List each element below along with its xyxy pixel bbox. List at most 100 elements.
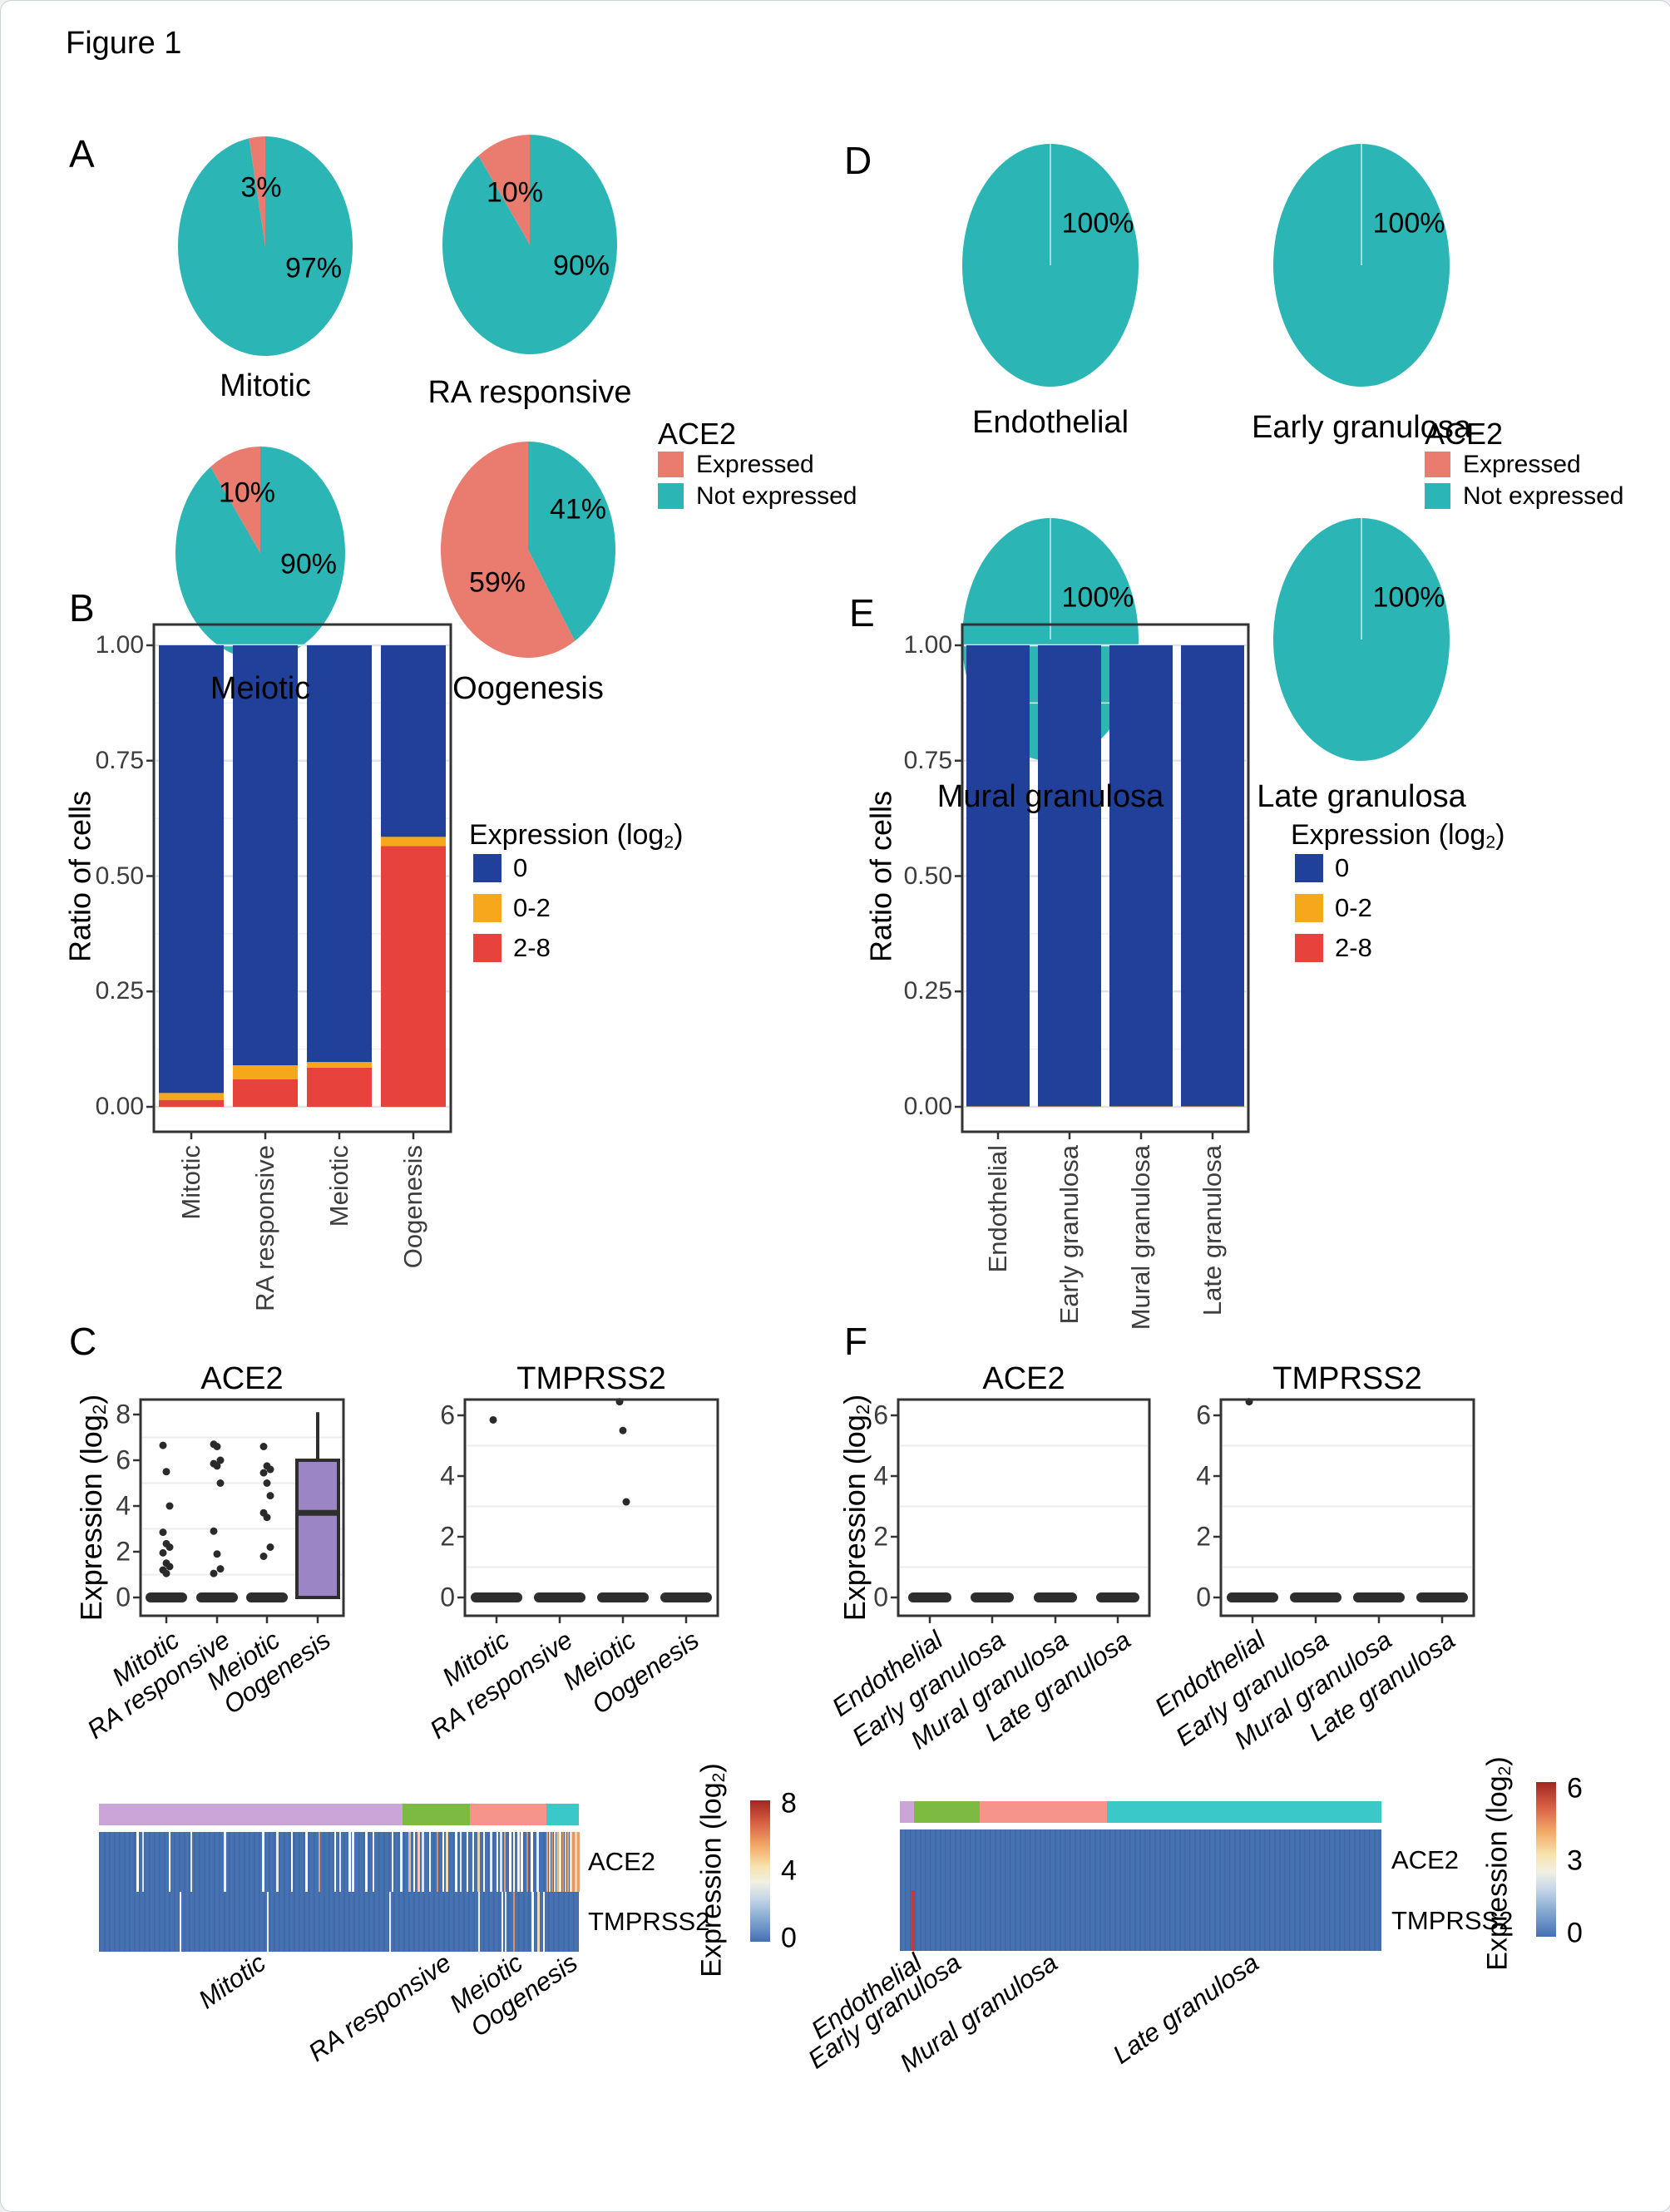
plot-border-E — [961, 623, 1250, 1133]
heatmap-cell-streak — [551, 1832, 554, 1892]
bar-E-endothelial-seg-0 — [966, 645, 1030, 1107]
legend-swatch-not-expressed — [658, 483, 684, 509]
y-tick-label: 0 — [873, 1582, 888, 1612]
heatmap-cell-streak — [542, 1892, 546, 1952]
heatmap-cell-streak — [446, 1832, 448, 1892]
heatmap-cell-streak — [477, 1892, 481, 1952]
pie-A1-slice-expressed — [478, 135, 530, 244]
pie-A2-slice-expressed — [210, 447, 260, 553]
pie-name-label: Early granulosa — [1251, 410, 1472, 445]
colorbar-tick-label: 0 — [781, 1922, 797, 1954]
colorbar-tick-label: 6 — [1567, 1772, 1583, 1805]
pie-name-label: Meiotic — [210, 671, 311, 706]
heatmap-cell-streak — [466, 1832, 469, 1892]
pie-percent-label: 3% — [240, 171, 282, 204]
pie-legend-title: ACE2 — [658, 417, 737, 451]
bar-B-ra-responsive-seg-0 — [233, 645, 298, 1066]
outlier-point — [216, 1565, 225, 1573]
colorbar-tick-label: 4 — [781, 1854, 797, 1887]
bar-legend-title-B-prefix: Expression (log — [469, 819, 665, 851]
pie-percent-label: 10% — [486, 176, 544, 209]
y-axis-title-C-subscript: 2 — [89, 1404, 111, 1415]
heatmap-cell-streak — [496, 1832, 499, 1892]
x-category-label: Early granulosa — [1055, 1145, 1084, 1325]
heatmap-row-tmprss2 — [99, 1892, 579, 1952]
heatmap-cell-streak — [531, 1832, 533, 1892]
pie-percent-label: 90% — [279, 548, 338, 580]
legend-item-label: Not expressed — [1463, 481, 1624, 510]
heatmap-cell-streak — [179, 1892, 182, 1952]
outlier-point — [210, 1569, 218, 1578]
x-category-label: Mitotic — [176, 1145, 205, 1220]
bar-legend-title-E-prefix: Expression (log — [1291, 819, 1486, 851]
legend-swatch-0-2 — [473, 894, 501, 922]
zero-expression-bar — [1416, 1592, 1468, 1602]
pie-A3-slice-expressed — [441, 442, 576, 658]
heatmap-cell-streak — [422, 1832, 424, 1892]
y-tick-label: 8 — [116, 1399, 131, 1429]
outlier-point — [489, 1415, 497, 1424]
heatmap-row-ace2 — [900, 1829, 1381, 1890]
panel-label-F: F — [844, 1320, 868, 1363]
outlier-point — [166, 1502, 174, 1510]
bar-B-meiotic-seg-0 — [307, 645, 372, 1063]
bar-B-oogenesis-seg-2-8 — [381, 846, 446, 1107]
figure-title: Figure 1 — [66, 26, 182, 61]
heatmap-cell-streak — [418, 1832, 420, 1892]
bar-legend-title-E-suffix: ) — [1495, 819, 1505, 851]
colorbar-title-FH-suffix: ) — [1481, 1756, 1514, 1766]
pie-percent-label: 100% — [1372, 207, 1445, 239]
bar-B-meiotic-seg-0-2 — [307, 1062, 372, 1068]
y-tick-label: 0.25 — [903, 977, 952, 1005]
heatmap-cell-streak — [334, 1832, 337, 1892]
outlier-point — [213, 1550, 221, 1558]
bar-E-late-granulosa-seg-0-2 — [1181, 1106, 1244, 1107]
bar-B-meiotic-seg-2-8 — [307, 1067, 372, 1107]
heatmap-cell-streak — [546, 1832, 549, 1892]
pie-name-label: Mitotic — [220, 368, 311, 403]
bar-B-mitotic-seg-2-8 — [159, 1099, 224, 1107]
y-tick-label: 0.00 — [903, 1092, 952, 1120]
annotation-segment-early-granulosa — [914, 1801, 980, 1823]
bar-E-endothelial-seg-0-2 — [966, 1106, 1030, 1107]
zero-expression-bar — [146, 1592, 187, 1602]
y-tick-label: 4 — [873, 1460, 888, 1491]
y-tick-label: 2 — [116, 1536, 131, 1567]
pie-name-label: Endothelial — [971, 405, 1129, 440]
y-tick-label: 6 — [116, 1444, 131, 1475]
y-tick-label: 2 — [440, 1521, 455, 1552]
zero-expression-bar — [471, 1592, 522, 1602]
zero-expression-bar — [908, 1592, 951, 1602]
y-axis-title: Ratio of cells — [863, 790, 898, 962]
y-tick-label: 6 — [873, 1400, 888, 1430]
heatmap-cell-streak — [400, 1832, 403, 1892]
subplot-title: ACE2 — [200, 1361, 284, 1396]
plot-border-C-1 — [463, 1398, 719, 1617]
legend-swatch-not-expressed — [1425, 483, 1450, 509]
x-category-label: Oogenesis — [398, 1145, 427, 1269]
heatmap-cell-streak — [372, 1832, 375, 1892]
y-tick-label: 4 — [1196, 1460, 1211, 1491]
heatmap-cell-streak — [531, 1892, 534, 1952]
zero-expression-bar — [1227, 1592, 1278, 1602]
x-category-label: Meiotic — [324, 1145, 353, 1227]
heatmap-cell-streak — [266, 1892, 269, 1952]
colorbar-title-FH: Expression (log2) — [1482, 1756, 1516, 1970]
pie-A2-slice-not-expressed — [175, 447, 345, 659]
outlier-point — [266, 1492, 274, 1500]
heatmap-cell-streak — [141, 1832, 145, 1892]
panel-label-B: B — [69, 586, 95, 630]
outlier-point — [259, 1443, 268, 1450]
heatmap-cell-streak — [472, 1832, 475, 1892]
bar-legend-title-B-suffix: ) — [674, 819, 684, 851]
outlier-point — [263, 1479, 271, 1487]
y-tick-label: 0 — [116, 1582, 131, 1612]
heatmap-cell-streak — [509, 1832, 511, 1892]
zero-expression-bar — [196, 1592, 238, 1602]
bar-E-late-granulosa-seg-0 — [1181, 645, 1244, 1107]
subplot-title: TMPRSS2 — [516, 1361, 666, 1396]
heatmap-cell-streak — [536, 1832, 539, 1892]
legend-swatch-expressed — [658, 452, 684, 477]
